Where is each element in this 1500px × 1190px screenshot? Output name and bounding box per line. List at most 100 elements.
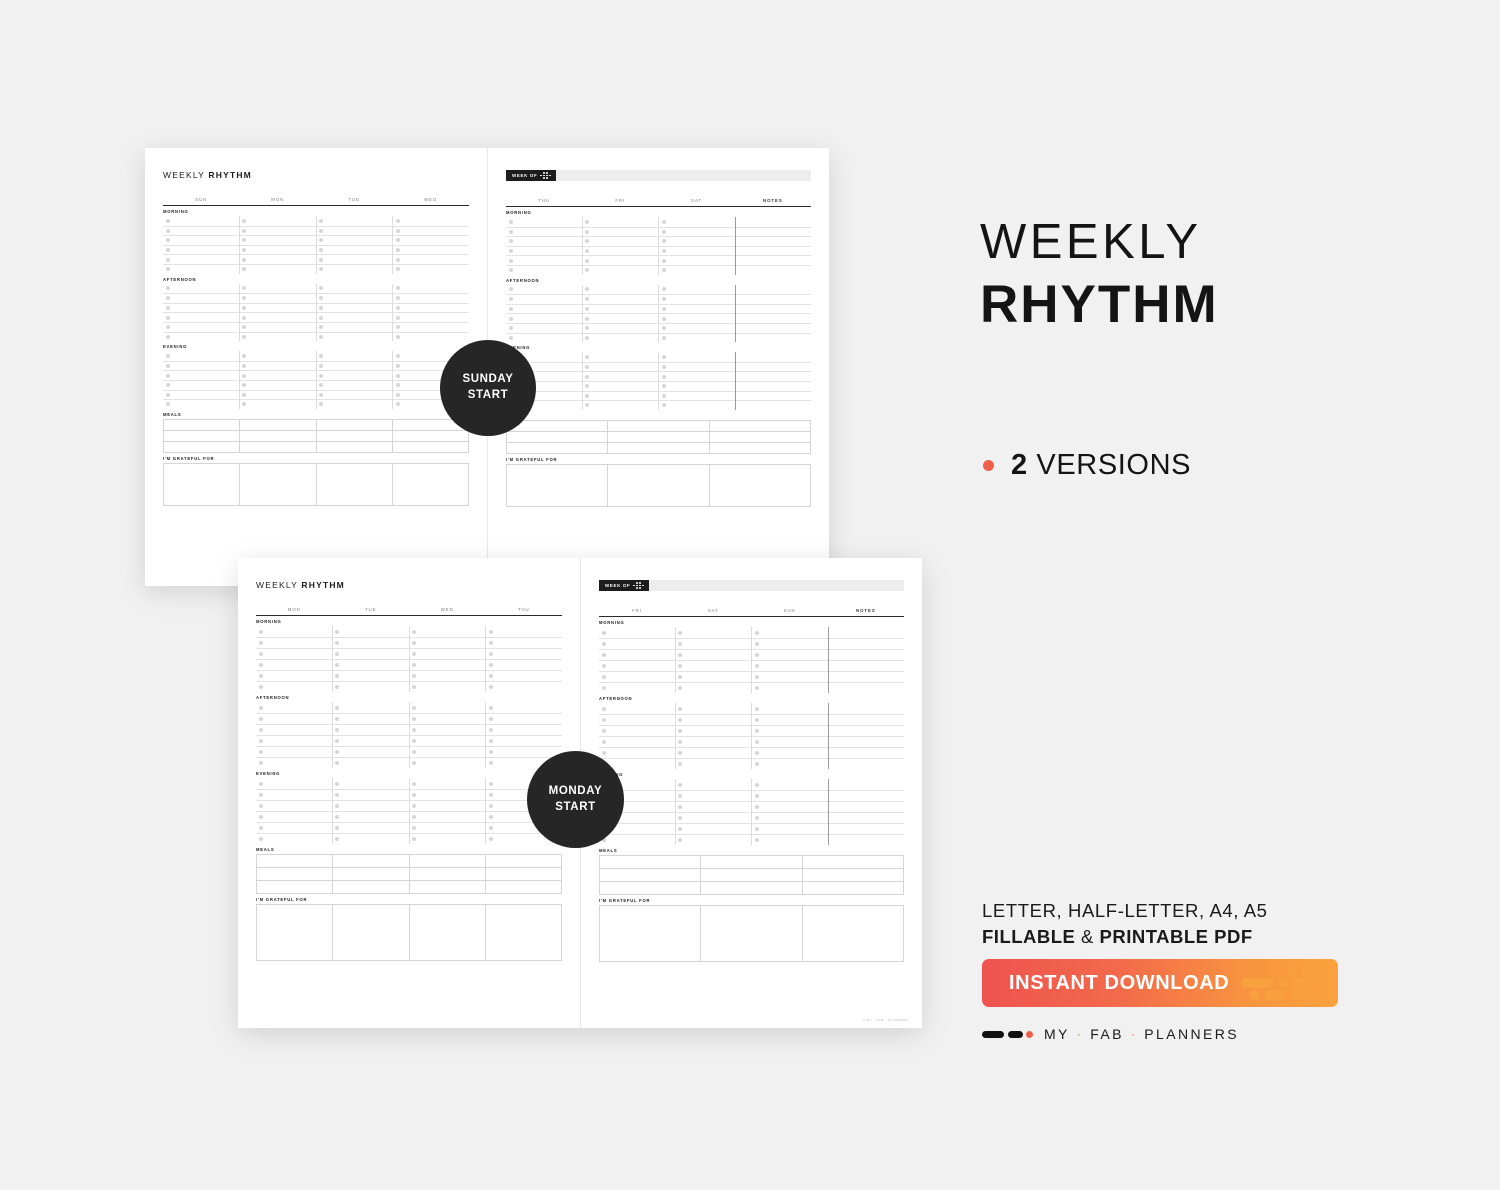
task-row[interactable] — [676, 627, 752, 638]
checkbox-circle-icon[interactable] — [335, 641, 340, 645]
notes-line[interactable] — [735, 371, 811, 381]
grateful-cell[interactable] — [392, 463, 469, 506]
checkbox-circle-icon[interactable] — [678, 838, 682, 842]
notes-line[interactable] — [735, 245, 811, 256]
task-row[interactable] — [256, 670, 332, 681]
checkbox-circle-icon[interactable] — [165, 257, 170, 262]
checkbox-circle-icon[interactable] — [585, 297, 589, 302]
task-row[interactable] — [256, 757, 332, 768]
task-row[interactable] — [486, 702, 562, 713]
checkbox-circle-icon[interactable] — [242, 325, 247, 330]
task-row[interactable] — [256, 789, 332, 800]
grateful-cell[interactable] — [600, 906, 702, 962]
checkbox-circle-icon[interactable] — [585, 365, 589, 370]
task-row[interactable] — [239, 389, 316, 400]
task-row[interactable] — [752, 758, 828, 769]
checkbox-circle-icon[interactable] — [488, 793, 493, 797]
checkbox-circle-icon[interactable] — [165, 315, 170, 320]
task-row[interactable] — [316, 331, 393, 342]
task-row[interactable] — [393, 225, 469, 236]
meal-cell[interactable] — [392, 430, 469, 442]
checkbox-circle-icon[interactable] — [412, 717, 416, 721]
checkbox-circle-icon[interactable] — [508, 335, 513, 340]
task-row[interactable] — [393, 302, 469, 313]
task-row[interactable] — [316, 302, 393, 313]
notes-line[interactable] — [828, 736, 904, 747]
meal-cell[interactable] — [701, 856, 803, 869]
meal-cell[interactable] — [333, 868, 410, 881]
notes-line[interactable] — [828, 682, 904, 693]
checkbox-circle-icon[interactable] — [319, 286, 323, 291]
task-row[interactable] — [239, 302, 316, 313]
task-row[interactable] — [675, 801, 751, 812]
checkbox-circle-icon[interactable] — [754, 838, 759, 842]
task-row[interactable] — [659, 371, 735, 381]
checkbox-circle-icon[interactable] — [678, 782, 682, 787]
week-of-input-bar[interactable] — [556, 170, 811, 181]
task-row[interactable] — [582, 303, 658, 314]
checkbox-circle-icon[interactable] — [412, 685, 416, 689]
task-row[interactable] — [506, 236, 582, 246]
meal-cell[interactable] — [164, 419, 241, 431]
task-row[interactable] — [332, 789, 409, 800]
checkbox-circle-icon[interactable] — [319, 257, 323, 262]
notes-line[interactable] — [735, 361, 811, 372]
meal-cell[interactable] — [507, 420, 609, 432]
checkbox-circle-icon[interactable] — [258, 826, 263, 830]
task-row[interactable] — [675, 638, 751, 649]
checkbox-circle-icon[interactable] — [678, 729, 682, 733]
checkbox-circle-icon[interactable] — [678, 740, 682, 744]
task-row[interactable] — [752, 660, 828, 671]
checkbox-circle-icon[interactable] — [488, 685, 493, 689]
checkbox-circle-icon[interactable] — [242, 267, 247, 272]
checkbox-circle-icon[interactable] — [395, 325, 400, 330]
checkbox-circle-icon[interactable] — [508, 297, 513, 302]
checkbox-circle-icon[interactable] — [242, 364, 247, 369]
task-row[interactable] — [486, 713, 562, 724]
task-row[interactable] — [393, 399, 469, 409]
task-row[interactable] — [409, 659, 486, 670]
task-row[interactable] — [486, 681, 562, 692]
task-row[interactable] — [486, 648, 562, 659]
task-row[interactable] — [659, 400, 735, 410]
task-row[interactable] — [659, 303, 735, 314]
task-row[interactable] — [409, 670, 486, 681]
checkbox-circle-icon[interactable] — [661, 239, 666, 244]
checkbox-circle-icon[interactable] — [258, 641, 263, 645]
meal-cell[interactable] — [316, 419, 393, 431]
task-row[interactable] — [409, 681, 486, 692]
task-row[interactable] — [486, 833, 562, 844]
task-row[interactable] — [393, 370, 469, 380]
task-row[interactable] — [659, 294, 735, 304]
task-row[interactable] — [316, 370, 393, 380]
notes-line[interactable] — [828, 660, 904, 671]
task-row[interactable] — [317, 284, 393, 294]
checkbox-circle-icon[interactable] — [488, 663, 493, 667]
task-row[interactable] — [163, 389, 239, 400]
instant-download-button[interactable]: INSTANT DOWNLOAD — [982, 959, 1338, 1007]
notes-line[interactable] — [735, 400, 811, 410]
checkbox-circle-icon[interactable] — [319, 296, 323, 301]
checkbox-circle-icon[interactable] — [165, 238, 170, 243]
meal-cell[interactable] — [164, 430, 241, 442]
checkbox-circle-icon[interactable] — [488, 641, 493, 645]
task-row[interactable] — [163, 370, 239, 380]
task-row[interactable] — [659, 313, 735, 323]
week-of-input-bar[interactable] — [649, 580, 904, 591]
checkbox-circle-icon[interactable] — [585, 384, 589, 389]
task-row[interactable] — [316, 321, 393, 332]
task-row[interactable] — [333, 778, 409, 789]
task-row[interactable] — [332, 648, 409, 659]
checkbox-circle-icon[interactable] — [165, 392, 170, 397]
checkbox-circle-icon[interactable] — [412, 663, 416, 667]
checkbox-circle-icon[interactable] — [412, 652, 416, 656]
checkbox-circle-icon[interactable] — [661, 258, 666, 263]
checkbox-circle-icon[interactable] — [335, 837, 340, 841]
notes-column[interactable] — [827, 779, 904, 845]
checkbox-circle-icon[interactable] — [412, 750, 416, 754]
task-row[interactable] — [506, 285, 582, 295]
task-row[interactable] — [659, 380, 735, 391]
checkbox-circle-icon[interactable] — [488, 705, 493, 710]
task-row[interactable] — [675, 725, 751, 736]
grateful-cell[interactable] — [316, 463, 393, 506]
